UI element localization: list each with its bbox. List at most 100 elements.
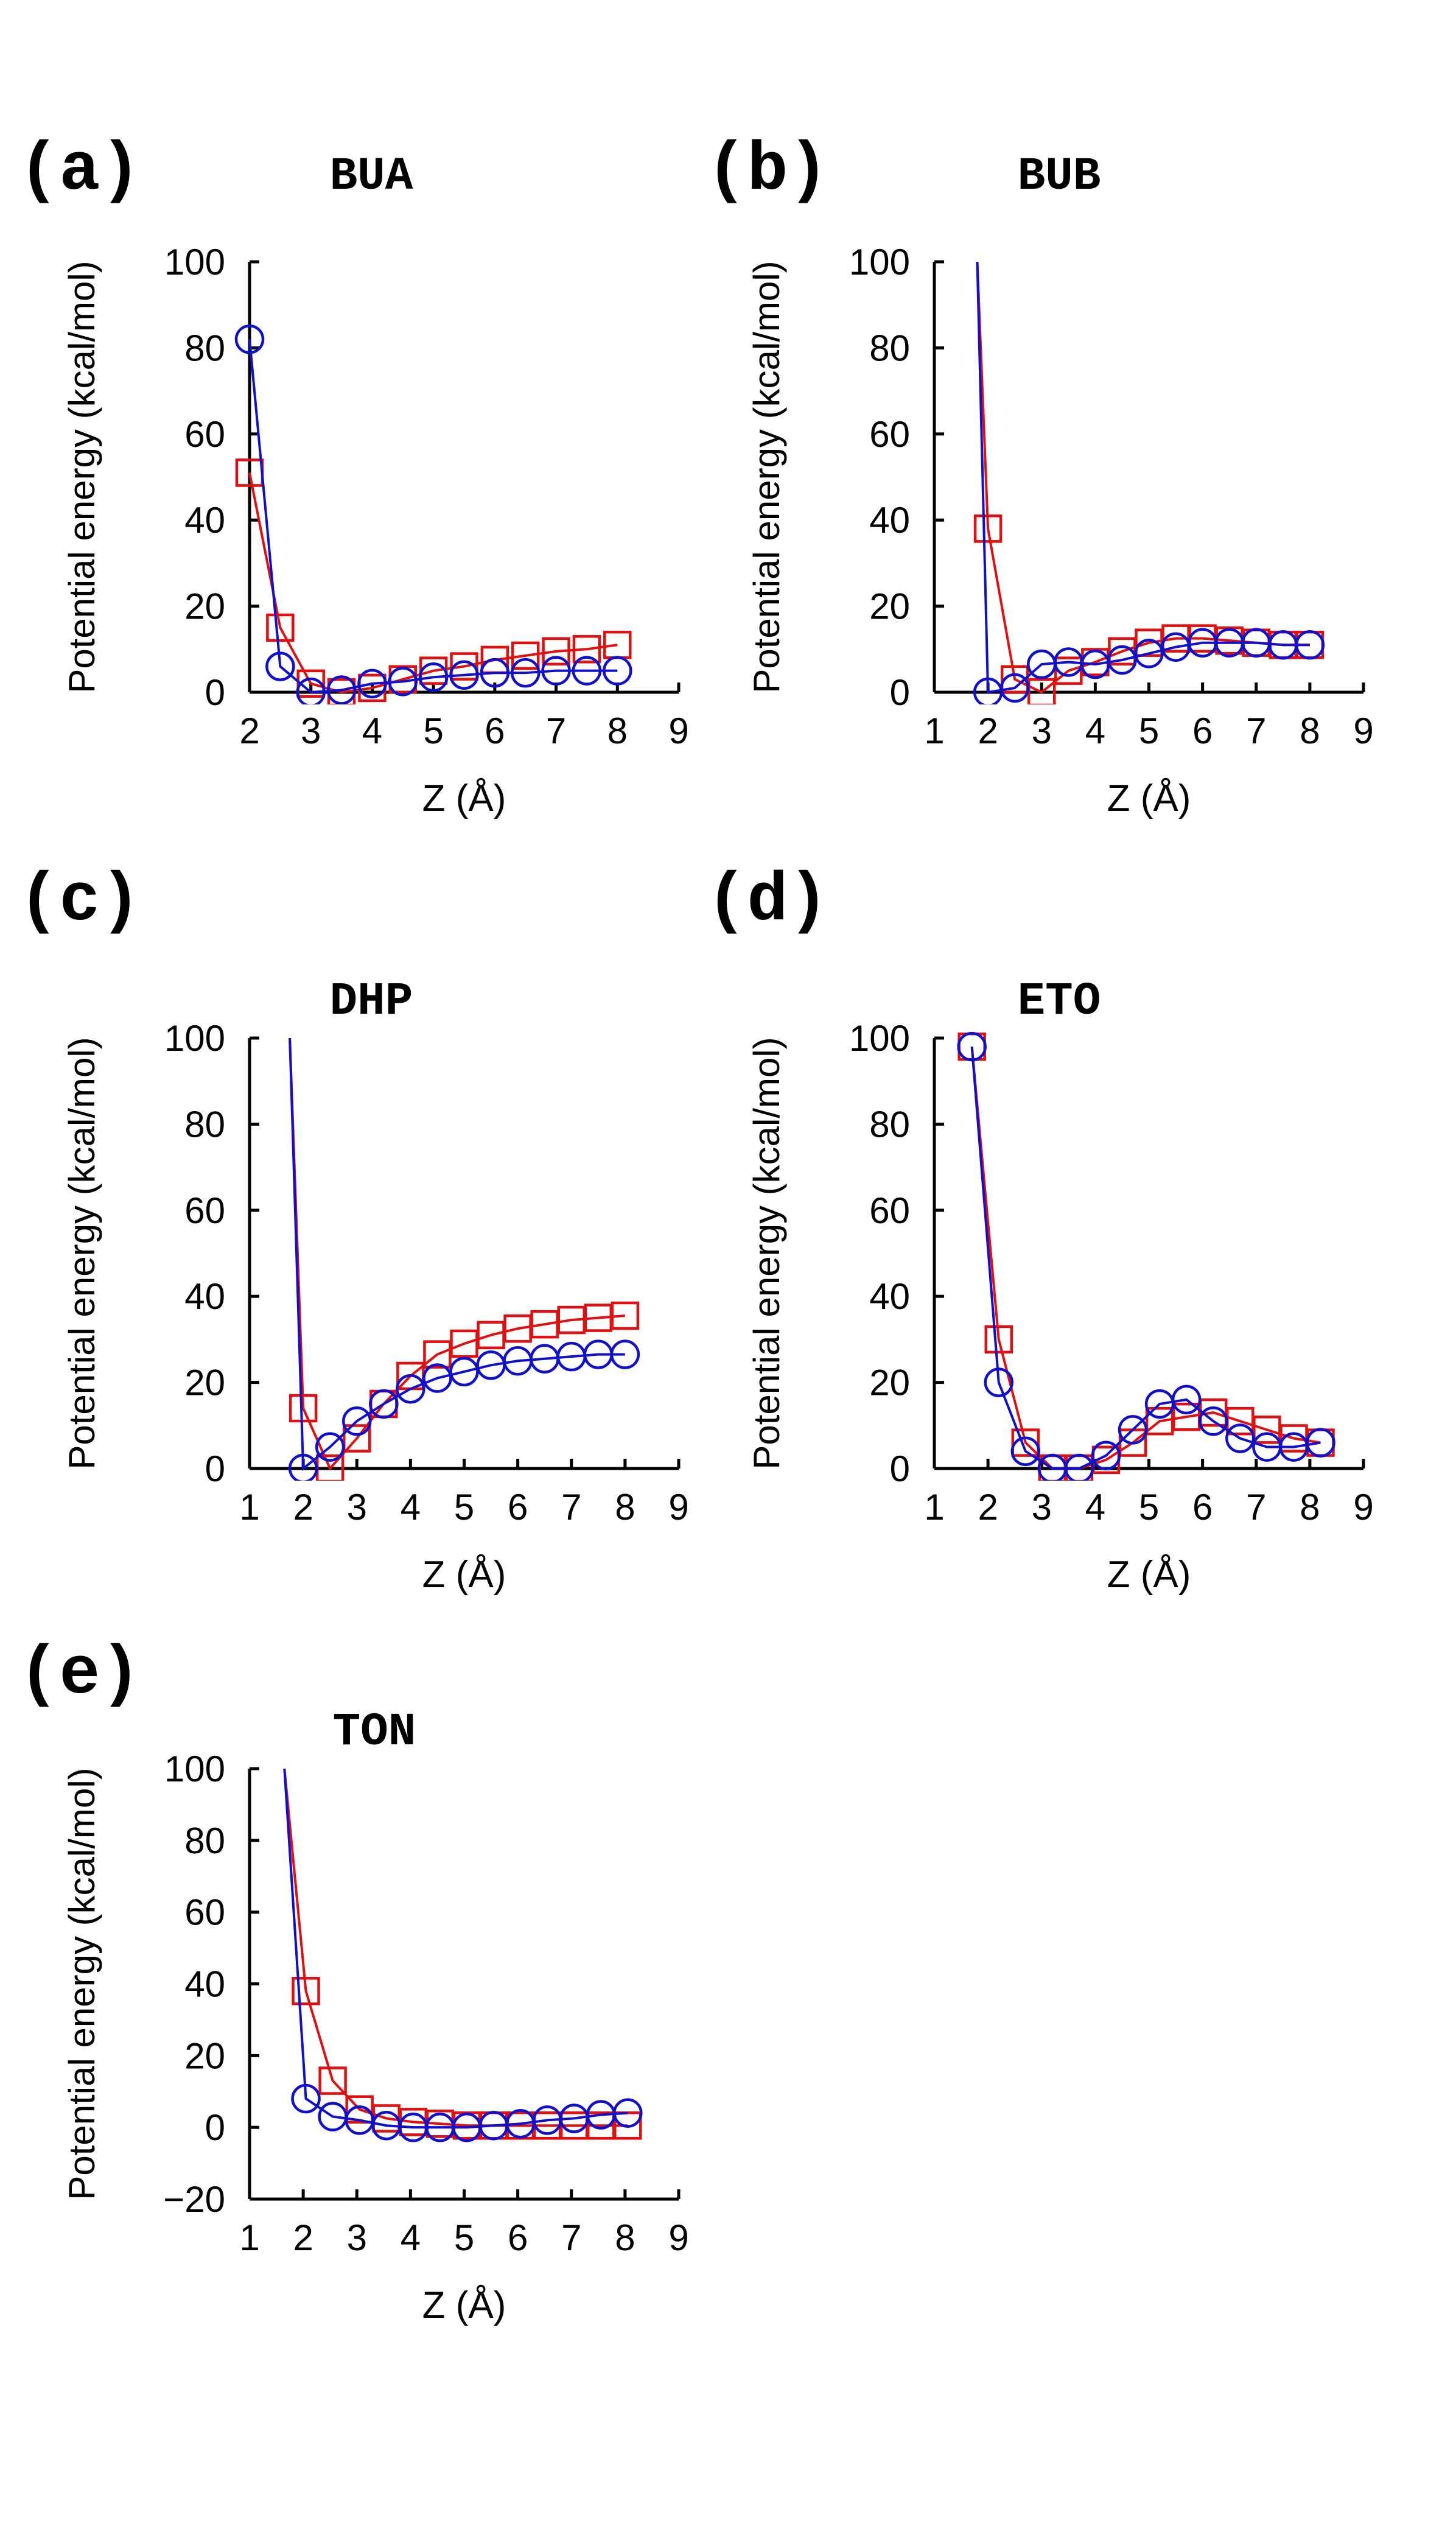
series-blue-circles (283, 1768, 643, 2142)
series-blue-circles (957, 1031, 1335, 1481)
chart-title: BUA (330, 150, 413, 203)
data-point-circle (315, 1432, 345, 1462)
data-point-square (973, 514, 1003, 543)
data-point-circle (369, 1389, 399, 1419)
chart-title: DHP (330, 975, 413, 1028)
x-tick-label: 4 (401, 1487, 421, 1528)
x-tick-label: 3 (301, 711, 321, 751)
chart-panel-eto: (d) ETO 1 2 3 4 5 6 7 8 9 0 20 40 60 80 100 Z (Å) Potentia… (706, 863, 1374, 1596)
x-axis-label: Z (Å) (1107, 777, 1191, 819)
panel-letter: (c) (18, 863, 141, 940)
y-tick-label: 100 (164, 1749, 225, 1789)
x-tick-label: 3 (1032, 1487, 1052, 1528)
data-point-circle (1107, 645, 1137, 675)
chart-title: BUB (1018, 150, 1101, 203)
y-tick-label: 100 (164, 242, 225, 282)
x-tick-label: 9 (1353, 1487, 1373, 1528)
x-tick-label: 3 (347, 2217, 367, 2258)
y-tick-label: 100 (164, 1018, 225, 1059)
x-tick-label: 7 (546, 711, 566, 751)
series-line (283, 1768, 628, 2129)
y-tick-label: 80 (184, 1820, 225, 1861)
data-point-square (266, 613, 295, 642)
x-tick-label: 7 (561, 1487, 581, 1528)
x-tick-label: 9 (1353, 711, 1373, 751)
data-point-circle (288, 1453, 318, 1481)
data-point-circle (1295, 630, 1325, 660)
y-tick-label: 60 (869, 414, 910, 455)
y-tick-label: 80 (184, 1104, 225, 1145)
data-point-circle (234, 325, 265, 354)
data-point-square (292, 1977, 320, 2005)
data-point-circle (418, 662, 449, 692)
x-tick-label: 5 (423, 711, 443, 751)
y-tick-label: 60 (184, 1892, 225, 1933)
data-point-square (542, 637, 570, 666)
data-point-circle (957, 1031, 987, 1062)
panel-letter: (b) (706, 132, 829, 209)
y-tick-label: 80 (869, 328, 910, 368)
x-tick-label: 2 (978, 711, 998, 751)
x-tick-label: 4 (1085, 711, 1105, 751)
chart-panel-bua: (a) BUA 2 3 4 5 6 7 8 9 0 20 40 60 80 100 Z (Å) Potential… (18, 132, 689, 819)
x-tick-label: 4 (362, 711, 382, 751)
y-tick-label: 100 (849, 242, 910, 282)
x-axis-label: Z (Å) (422, 777, 506, 819)
x-tick-label: 1 (239, 1487, 259, 1528)
y-tick-label: 0 (890, 1448, 910, 1489)
x-tick-label: 9 (668, 1487, 688, 1528)
data-point-circle (999, 673, 1030, 703)
data-point-circle (422, 1363, 452, 1393)
y-tick-label: 20 (184, 2035, 225, 2076)
x-tick-label: 7 (1246, 711, 1266, 751)
data-point-circle (1171, 1384, 1202, 1415)
x-tick-label: 6 (508, 1487, 528, 1528)
data-point-square (511, 641, 540, 670)
data-point-square (318, 2066, 347, 2095)
x-tick-label: 5 (454, 2217, 474, 2258)
y-tick-label: 0 (890, 672, 910, 713)
y-tick-label: 0 (205, 672, 225, 713)
x-tick-label: 3 (347, 1487, 367, 1528)
data-point-circle (510, 658, 541, 688)
x-tick-label: 2 (293, 2217, 313, 2258)
data-point-square (611, 1301, 640, 1330)
y-axis-label: Potential energy (kcal/mol) (746, 261, 787, 693)
y-tick-label: 80 (869, 1104, 910, 1145)
data-point-circle (342, 1406, 372, 1436)
data-point-circle (1010, 1436, 1041, 1466)
series-line (976, 261, 1310, 694)
y-tick-label: 0 (205, 2107, 225, 2148)
x-axis-label: Z (Å) (1107, 1554, 1191, 1596)
series-blue-circles (288, 1037, 640, 1481)
y-axis-label: Potential energy (kcal/mol) (61, 1767, 102, 2200)
data-point-circle (357, 668, 387, 699)
y-tick-label: −20 (163, 2179, 225, 2220)
data-point-square (450, 652, 478, 681)
y-tick-label: 40 (184, 500, 225, 541)
y-tick-label: 60 (869, 1190, 910, 1231)
data-point-square (289, 1394, 318, 1423)
x-tick-label: 1 (924, 1487, 944, 1528)
data-point-circle (449, 660, 479, 690)
series-line (289, 1037, 626, 1471)
x-tick-label: 8 (615, 2217, 635, 2258)
data-point-circle (1225, 1423, 1255, 1453)
chart-panel-bub: (b) BUB 1 2 3 4 5 6 7 8 9 0 20 40 60 80 100 Z (Å) Potentia… (706, 132, 1374, 819)
data-point-circle (1199, 1406, 1228, 1436)
panel-letter: (a) (18, 132, 141, 209)
series-blue-circles (973, 261, 1325, 704)
x-tick-label: 1 (924, 711, 944, 751)
series-red-squares (283, 1768, 642, 2140)
chart-title: ETO (1018, 975, 1101, 1028)
x-tick-label: 8 (1300, 711, 1320, 751)
data-point-circle (449, 1356, 479, 1387)
x-tick-label: 7 (1246, 1487, 1266, 1528)
data-point-circle (480, 658, 510, 688)
data-point-square (343, 1424, 371, 1453)
data-point-circle (603, 656, 632, 686)
x-tick-label: 9 (668, 711, 688, 751)
x-tick-label: 4 (1085, 1487, 1105, 1528)
data-point-circle (984, 1367, 1013, 1397)
data-point-circle (388, 667, 418, 697)
